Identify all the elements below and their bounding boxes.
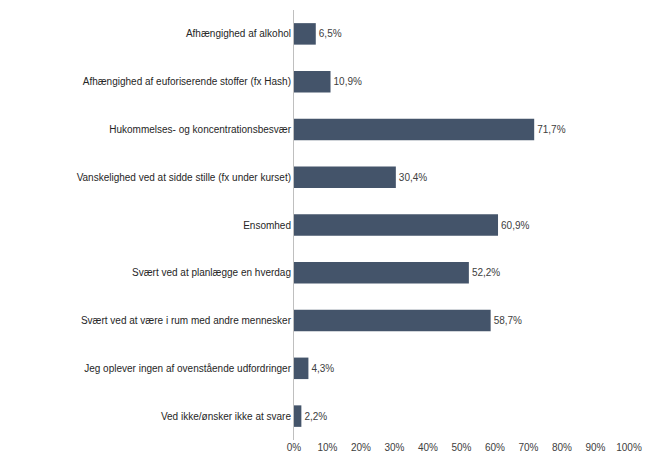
svg-text:Ved ikke/ønsker ikke at svare: Ved ikke/ønsker ikke at svare	[161, 411, 291, 422]
svg-text:50%: 50%	[451, 442, 471, 453]
svg-text:70%: 70%	[518, 442, 538, 453]
svg-text:30%: 30%	[384, 442, 404, 453]
svg-text:Svært ved at være i rum med an: Svært ved at være i rum med andre mennes…	[81, 315, 292, 326]
svg-text:Vanskelighed ved at sidde stil: Vanskelighed ved at sidde stille (fx und…	[77, 172, 291, 183]
svg-text:0%: 0%	[287, 442, 302, 453]
svg-text:60,9%: 60,9%	[501, 220, 529, 231]
svg-text:Ensomhed: Ensomhed	[243, 220, 291, 231]
svg-text:2,2%: 2,2%	[304, 411, 327, 422]
svg-text:4,3%: 4,3%	[311, 363, 334, 374]
svg-text:80%: 80%	[552, 442, 572, 453]
svg-text:Jeg oplever ingen af ovenståen: Jeg oplever ingen af ovenstående udfordr…	[84, 363, 291, 374]
svg-text:Hukommelses- og koncentrations: Hukommelses- og koncentrationsbesvær	[109, 124, 291, 135]
svg-text:52,2%: 52,2%	[472, 267, 500, 278]
svg-text:6,5%: 6,5%	[319, 28, 342, 39]
svg-text:10%: 10%	[317, 442, 337, 453]
svg-text:10,9%: 10,9%	[334, 76, 362, 87]
svg-text:100%: 100%	[616, 442, 642, 453]
svg-text:30,4%: 30,4%	[399, 172, 427, 183]
svg-text:60%: 60%	[485, 442, 505, 453]
svg-text:Afhængighed af alkohol: Afhængighed af alkohol	[186, 28, 291, 39]
svg-text:Svært ved at planlægge en hver: Svært ved at planlægge en hverdag	[132, 267, 291, 278]
svg-text:58,7%: 58,7%	[494, 315, 522, 326]
svg-text:Afhængighed af euforiserende s: Afhængighed af euforiserende stoffer (fx…	[83, 76, 291, 87]
svg-text:71,7%: 71,7%	[537, 124, 565, 135]
svg-text:90%: 90%	[585, 442, 605, 453]
svg-text:40%: 40%	[418, 442, 438, 453]
svg-text:20%: 20%	[351, 442, 371, 453]
